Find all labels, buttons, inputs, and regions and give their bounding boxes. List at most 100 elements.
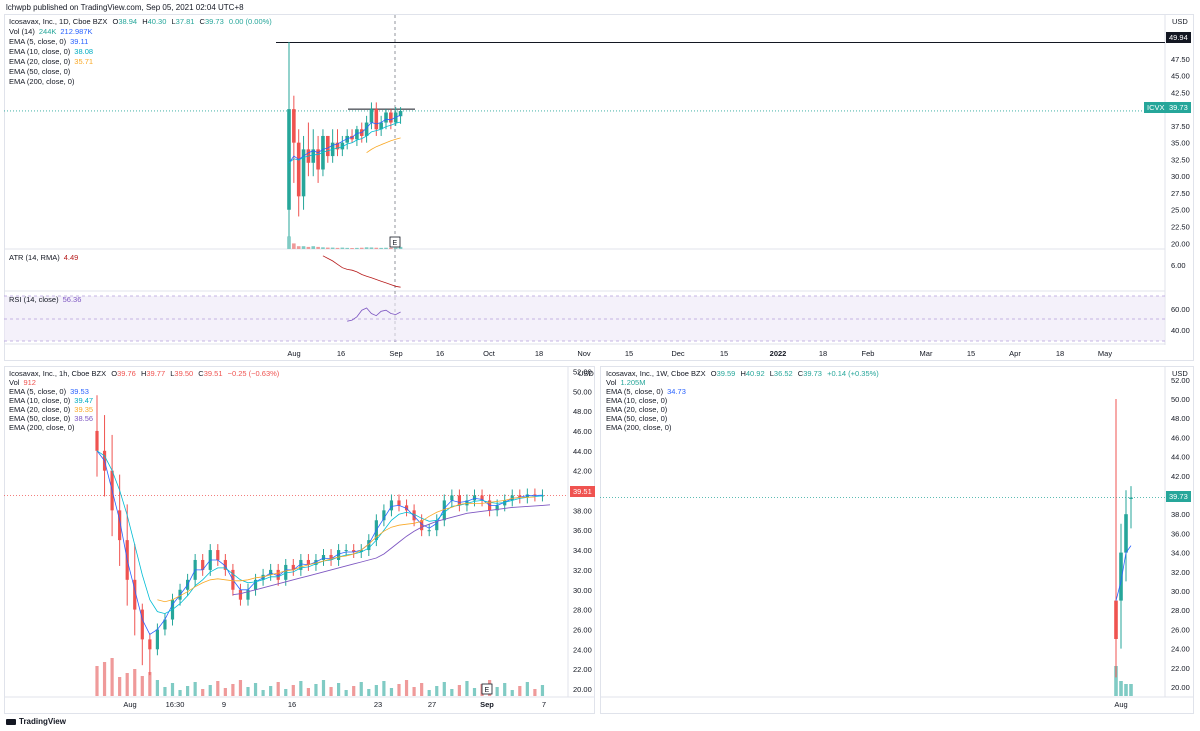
weekly-last-price-tag: 39.73 — [1166, 491, 1191, 502]
hourly-volume-bar — [374, 685, 378, 696]
hourly-volume-bar — [208, 685, 212, 696]
hourly-volume-bar — [223, 688, 227, 696]
top-ema200-legend: EMA (200, close, 0) — [9, 77, 75, 86]
top-time-tick: 2022 — [770, 349, 787, 358]
hourly-volume-bar — [495, 687, 499, 696]
hourly-candle-body — [329, 555, 333, 560]
top-title: Icosavax, Inc., 1D, Cboe BZX — [9, 17, 108, 26]
hourly-volume-bar — [352, 686, 356, 696]
hourly-candle-body — [155, 629, 159, 650]
top-volume-bar — [350, 248, 354, 249]
hourly-candle-body — [352, 550, 356, 553]
top-price-tick: 20.00 — [1171, 239, 1190, 248]
hourly-volume-bar — [276, 682, 280, 696]
top-volume-bar — [316, 246, 320, 249]
top-volume-bar — [398, 246, 403, 249]
weekly-price-tick: 52.00 — [1171, 376, 1190, 385]
top-time-tick: 16 — [337, 349, 345, 358]
top-volume-bar — [355, 247, 359, 249]
top-low: 37.81 — [175, 17, 195, 26]
weekly-candle-body — [1119, 552, 1123, 601]
hourly-volume-bar — [125, 673, 129, 696]
top-time-tick: 18 — [819, 349, 827, 358]
top-volume-bar — [345, 247, 349, 249]
hourly-volume-bar — [450, 689, 454, 696]
hourly-volume-bar — [359, 682, 363, 696]
hourly-candle-body — [518, 495, 522, 498]
hourly-candle-body — [306, 559, 310, 565]
hourly-volume-bar — [246, 687, 250, 696]
hourly-title-line: Icosavax, Inc., 1h, Cboe BZX O39.76 H39.… — [9, 369, 280, 378]
hourly-volume-bar — [382, 681, 386, 696]
hourly-candle-body — [201, 559, 205, 570]
top-candle-body — [398, 110, 403, 117]
hourly-volume-bar — [299, 681, 303, 696]
hourly-candle-body — [118, 510, 122, 541]
hourly-candle-body — [359, 550, 363, 553]
weekly-time-tick: Aug — [1114, 700, 1127, 709]
hourly-currency: USD — [578, 369, 594, 378]
hourly-volume-bar — [518, 686, 522, 696]
hourly-volume-bar — [118, 677, 122, 696]
weekly-price-tick: 24.00 — [1171, 645, 1190, 654]
hourly-volume-bar — [540, 685, 545, 696]
top-volume-bar — [287, 236, 291, 249]
hourly-candle-body — [133, 579, 137, 610]
weekly-title: Icosavax, Inc., 1W, Cboe BZX — [606, 369, 706, 378]
hourly-time-tick: Aug — [123, 700, 136, 709]
top-vol-legend: Vol (14) 244K 212.987K — [9, 27, 93, 37]
hourly-volume-bar — [261, 690, 265, 696]
hourly-volume-bar — [133, 669, 137, 696]
top-volume-bar — [306, 246, 311, 249]
top-ema10-legend: EMA (10, close, 0) 38.08 — [9, 47, 94, 56]
hourly-candle-body — [344, 550, 348, 552]
hourly-candle-body — [427, 530, 431, 532]
hourly-time-tick: 9 — [222, 700, 226, 709]
top-price-tick: 47.50 — [1171, 55, 1190, 64]
top-time-tick: Oct — [483, 349, 496, 358]
hourly-candle-body — [495, 505, 499, 511]
hourly-candle-body — [223, 559, 227, 570]
hourly-candle-body — [246, 589, 250, 600]
hourly-price-tick: 30.00 — [573, 586, 592, 595]
weekly-candle-body — [1129, 497, 1133, 499]
weekly-price-tick: 32.00 — [1171, 568, 1190, 577]
hourly-ema5-legend: EMA (5, close, 0) 39.53 — [9, 387, 89, 396]
top-ema10-line — [288, 121, 401, 164]
hourly-price-tick: 50.00 — [573, 387, 592, 396]
weekly-price-tick: 42.00 — [1171, 472, 1190, 481]
atr-line — [322, 255, 401, 288]
earnings-event-marker: E — [393, 240, 398, 247]
top-time-tick: Aug — [287, 349, 300, 358]
top-volume-bar — [364, 247, 369, 249]
hourly-price-tick: 44.00 — [573, 447, 592, 456]
hourly-candle-body — [472, 495, 477, 501]
top-title-line: Icosavax, Inc., 1D, Cboe BZX O38.94 H40.… — [9, 17, 272, 26]
top-volume-bar — [311, 246, 316, 249]
hourly-volume-bar — [231, 684, 235, 696]
tradingview-logo-icon — [6, 718, 16, 725]
hourly-volume-bar — [178, 690, 182, 696]
weekly-price-tick: 26.00 — [1171, 625, 1190, 634]
hourly-volume-bar — [533, 689, 537, 696]
hourly-candle-body — [314, 559, 318, 565]
top-time-tick: 15 — [625, 349, 633, 358]
top-volume-bar — [301, 246, 306, 249]
hourly-candle-body — [435, 520, 439, 531]
top-candle-body — [345, 135, 349, 143]
publisher-line: lchwpb published on TradingView.com, Sep… — [6, 3, 244, 12]
top-time-tick: 15 — [967, 349, 975, 358]
hourly-last-price-tag: 39.51 — [570, 486, 595, 497]
hourly-volume-bar — [510, 690, 514, 696]
weekly-volume-bar — [1119, 681, 1123, 696]
top-price-tick: 30.00 — [1171, 172, 1190, 181]
hourly-candle-body — [148, 639, 152, 650]
weekly-volume-bar — [1124, 684, 1128, 696]
top-chart[interactable]: 47.50 45.00 42.50 37.50 35.00 32.50 30.00 27.50… — [0, 0, 1200, 365]
top-volume-bar — [384, 247, 388, 249]
top-candle-body — [296, 142, 301, 197]
top-volume-bar — [379, 247, 383, 249]
weekly-price-tick: 50.00 — [1171, 395, 1190, 404]
hourly-volume-bar — [306, 688, 310, 696]
